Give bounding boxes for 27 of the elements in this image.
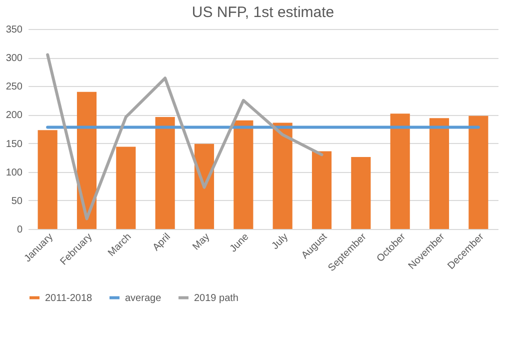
legend-label: 2011-2018 bbox=[45, 292, 93, 304]
y-tick-label: 100 bbox=[6, 167, 23, 178]
bar bbox=[76, 92, 97, 229]
y-tick-label: 250 bbox=[6, 82, 23, 93]
x-tick-label: July bbox=[270, 232, 290, 252]
bar bbox=[116, 146, 136, 229]
legend-label: 2019 path bbox=[194, 292, 238, 304]
bar bbox=[429, 118, 450, 229]
line-series bbox=[46, 53, 324, 220]
y-tick-label: 300 bbox=[6, 53, 23, 64]
bar bbox=[38, 130, 58, 229]
bar bbox=[155, 117, 175, 229]
y-tick-label: 150 bbox=[6, 138, 23, 150]
y-tick-label: 50 bbox=[11, 196, 23, 207]
y-tick-label: 350 bbox=[6, 24, 23, 36]
x-tick-label: May bbox=[190, 232, 212, 253]
bar bbox=[272, 122, 292, 229]
bar bbox=[312, 151, 332, 229]
y-tick-label: 200 bbox=[6, 110, 23, 122]
bar bbox=[234, 120, 254, 229]
legend-label: average bbox=[125, 292, 162, 304]
bar bbox=[390, 114, 410, 229]
bar bbox=[351, 157, 371, 229]
y-tick-label: 0 bbox=[16, 224, 23, 236]
bar bbox=[194, 144, 214, 229]
bar bbox=[468, 116, 488, 229]
chart-title: US NFP, 1st estimate bbox=[192, 4, 334, 21]
